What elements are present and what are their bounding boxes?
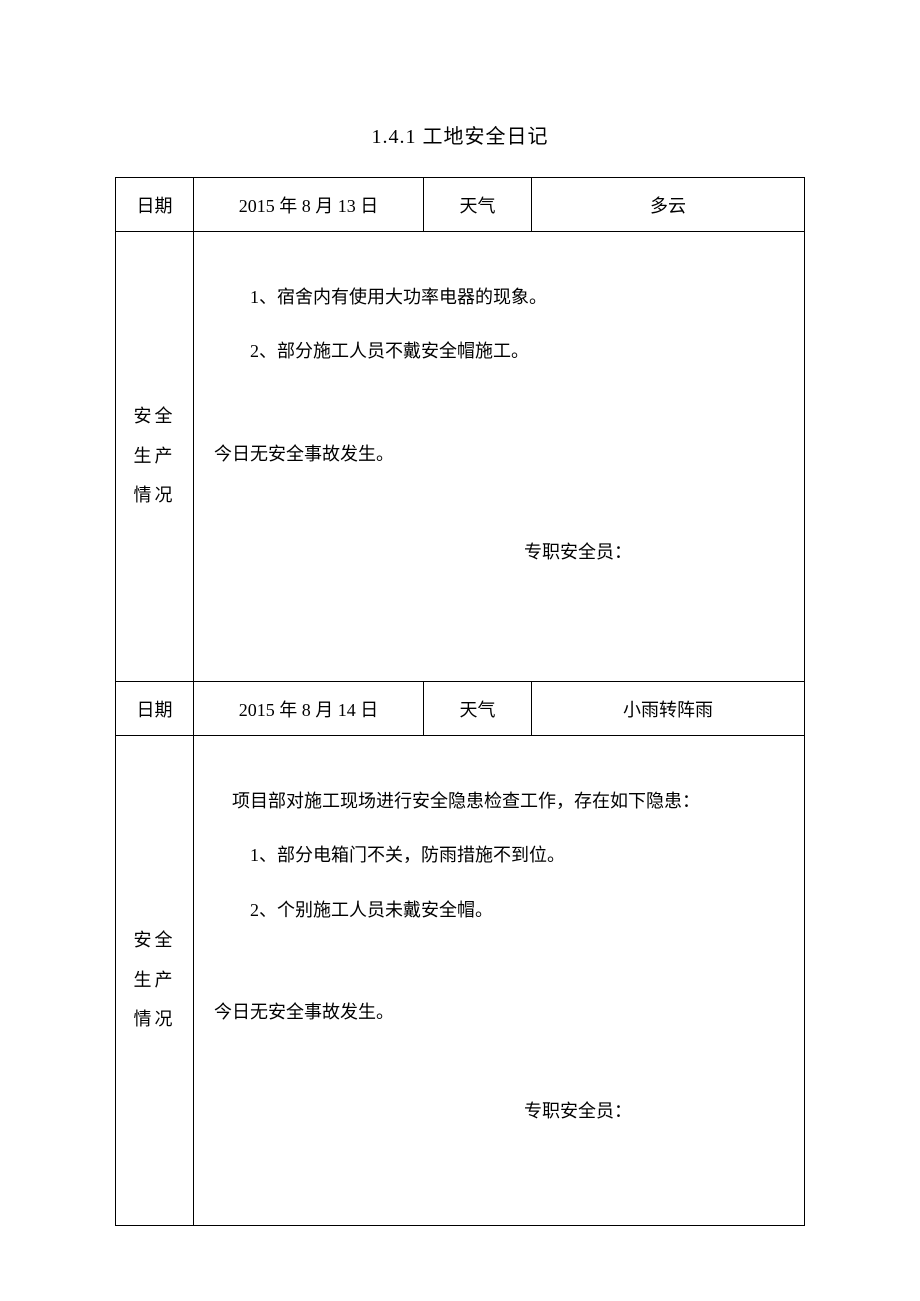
officer-signature-line: 专职安全员： [214, 1086, 784, 1136]
date-value-cell: 2015 年 8 月 13 日 [194, 178, 424, 232]
intro-line: 项目部对施工现场进行安全隐患检查工作，存在如下隐患： [214, 776, 784, 826]
document-title: 1.4.1 工地安全日记 [115, 120, 805, 149]
safety-status-label-text: 安全生产情况 [134, 406, 176, 505]
issue-line: 2、个别施工人员未戴安全帽。 [214, 885, 784, 935]
issue-line: 1、宿舍内有使用大功率电器的现象。 [214, 272, 784, 322]
entry-header-row: 日期 2015 年 8 月 14 日 天气 小雨转阵雨 [116, 682, 805, 736]
safety-status-content: 项目部对施工现场进行安全隐患检查工作，存在如下隐患： 1、部分电箱门不关，防雨措… [194, 736, 805, 1226]
safety-status-content: 1、宿舍内有使用大功率电器的现象。 2、部分施工人员不戴安全帽施工。 今日无安全… [194, 232, 805, 682]
weather-value-cell: 小雨转阵雨 [532, 682, 805, 736]
issue-line: 2、部分施工人员不戴安全帽施工。 [214, 326, 784, 376]
issue-line: 1、部分电箱门不关，防雨措施不到位。 [214, 830, 784, 880]
safety-status-label-text: 安全生产情况 [134, 930, 176, 1029]
weather-label-cell: 天气 [424, 682, 532, 736]
summary-line: 今日无安全事故发生。 [214, 987, 784, 1037]
entry-content-row: 安全生产情况 1、宿舍内有使用大功率电器的现象。 2、部分施工人员不戴安全帽施工… [116, 232, 805, 682]
weather-value-cell: 多云 [532, 178, 805, 232]
officer-signature-line: 专职安全员： [214, 527, 784, 577]
entry-header-row: 日期 2015 年 8 月 13 日 天气 多云 [116, 178, 805, 232]
entry-content-row: 安全生产情况 项目部对施工现场进行安全隐患检查工作，存在如下隐患： 1、部分电箱… [116, 736, 805, 1226]
safety-status-label: 安全生产情况 [116, 232, 194, 682]
date-label-cell: 日期 [116, 178, 194, 232]
date-label-cell: 日期 [116, 682, 194, 736]
date-value-cell: 2015 年 8 月 14 日 [194, 682, 424, 736]
safety-log-table: 日期 2015 年 8 月 13 日 天气 多云 安全生产情况 1、宿舍内有使用… [115, 177, 805, 1226]
safety-status-label: 安全生产情况 [116, 736, 194, 1226]
weather-label-cell: 天气 [424, 178, 532, 232]
summary-line: 今日无安全事故发生。 [214, 429, 784, 479]
